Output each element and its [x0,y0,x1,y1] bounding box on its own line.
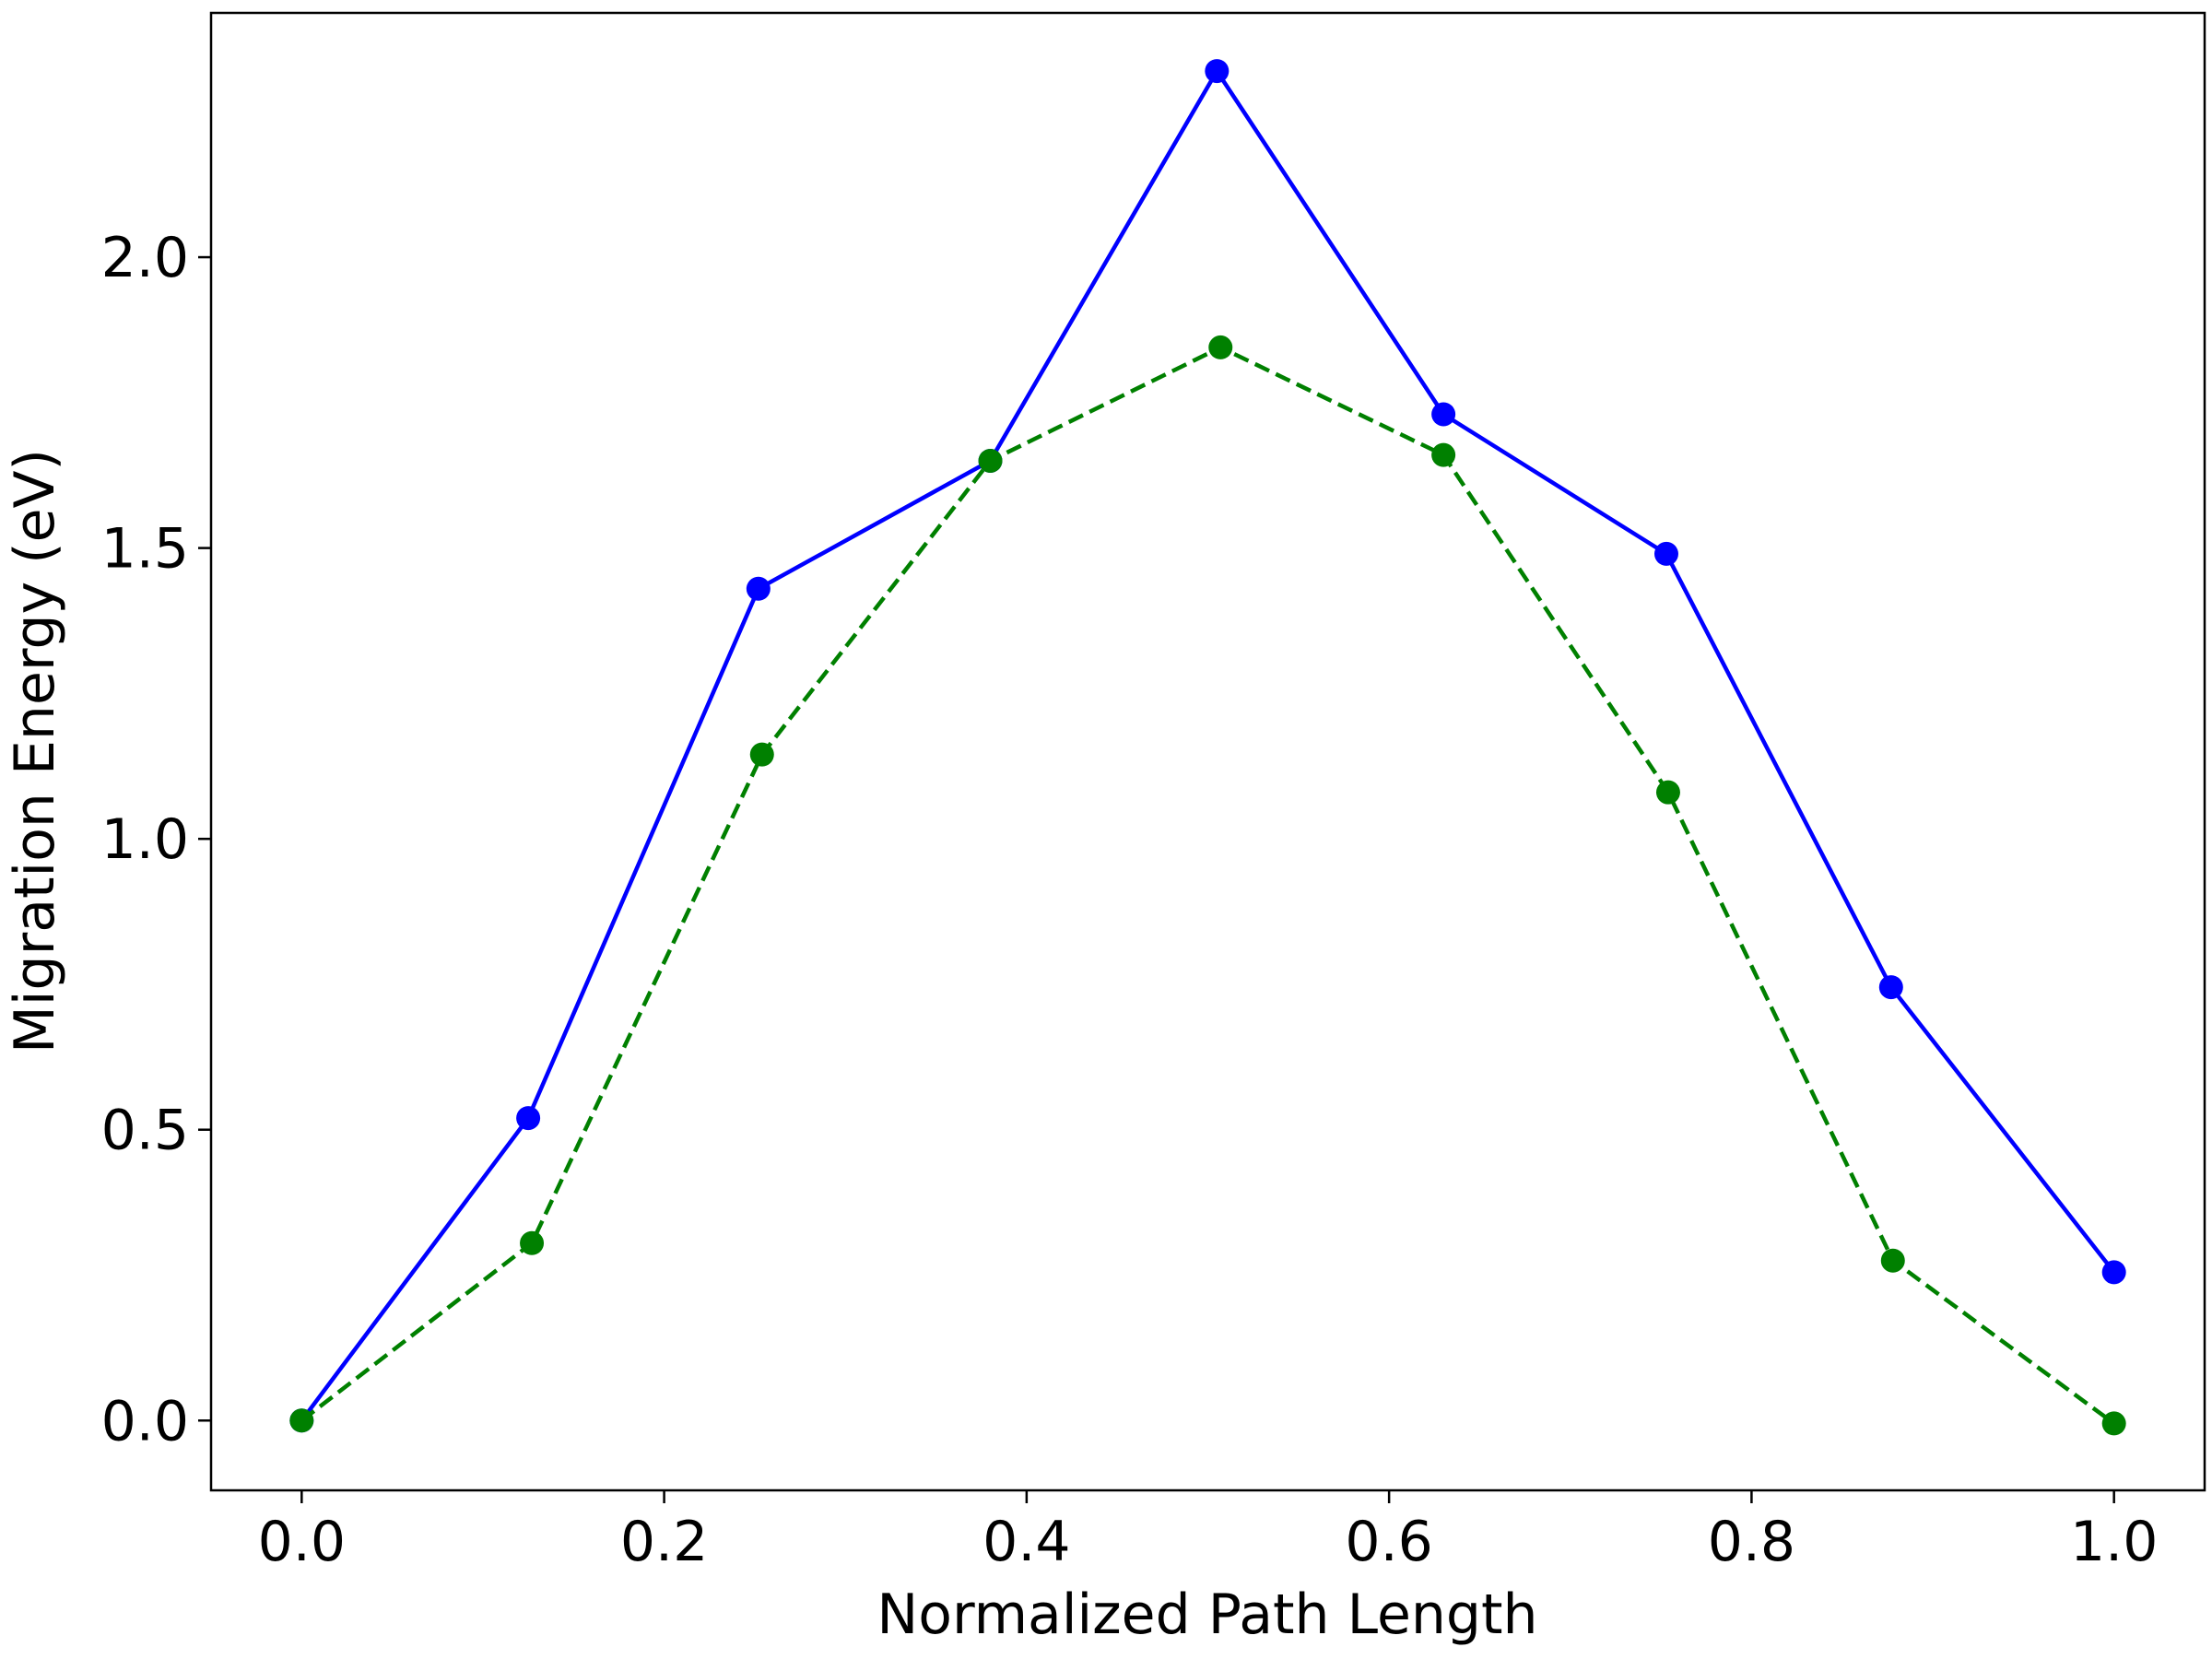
series-2 [289,335,2126,1436]
series-1 [289,59,2126,1433]
x-tick-label: 0.2 [620,1510,708,1574]
y-axis-label: Migration Energy (eV) [3,449,67,1053]
series-1-point [1653,541,1678,566]
x-tick-label: 1.0 [2070,1510,2158,1574]
x-tick-label: 0.8 [1708,1510,1795,1574]
series-2-point [749,742,774,767]
series-1-point [1431,402,1456,427]
series-2-point [1655,780,1680,805]
x-axis-label: Normalized Path Length [877,1583,1537,1647]
plot-frame [209,11,2206,1492]
x-tick-label: 0.6 [1345,1510,1432,1574]
series-2-point [1431,442,1456,467]
series-2-point [2101,1411,2126,1436]
series-2-point [1880,1248,1905,1273]
series-layer [289,59,2126,1436]
series-2-point [289,1408,314,1433]
series-2-point [978,448,1003,473]
y-tick-label: 0.0 [101,1389,189,1453]
series-1-point [516,1106,541,1131]
x-axis: 0.0 0.2 0.4 0.6 0.8 1.0 [258,1490,2158,1574]
x-tick-label: 0.0 [258,1510,346,1574]
y-tick-label: 1.0 [101,807,189,872]
y-tick-label: 2.0 [101,226,189,290]
series-1-point [746,576,771,601]
series-2-point [1208,335,1233,359]
y-tick-label: 1.5 [101,517,189,582]
y-axis: 0.0 0.5 1.0 1.5 2.0 [101,226,211,1453]
series-1-point [1205,59,1230,84]
series-1-point [1878,975,1903,1000]
y-tick-label: 0.5 [101,1099,189,1163]
series-1-point [2101,1260,2126,1285]
series-2-point [520,1230,545,1255]
x-tick-label: 0.4 [982,1510,1070,1574]
